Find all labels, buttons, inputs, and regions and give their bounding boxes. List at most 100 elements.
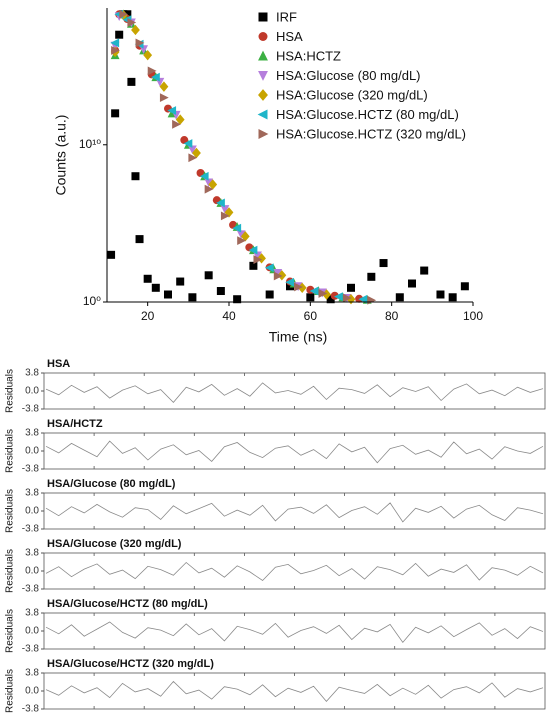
data-point: [131, 172, 140, 181]
data-point: [159, 93, 169, 103]
data-point: [119, 9, 129, 19]
legend-marker: [258, 89, 268, 101]
data-point: [180, 136, 189, 145]
y-tick-label: 0.0: [25, 506, 39, 517]
data-point: [220, 211, 230, 221]
data-point: [248, 245, 258, 255]
y-tick-label: 3.8: [25, 548, 39, 559]
data-point: [326, 295, 335, 304]
y-tick-label: -3.8: [22, 464, 40, 475]
y-tick-label: 3.8: [25, 368, 39, 379]
data-point: [172, 119, 181, 129]
panel-title: HSA/Glucose/HCTZ (80 mg/dL): [47, 598, 208, 610]
x-tick-label: 60: [304, 309, 318, 323]
data-point: [183, 139, 193, 148]
data-point: [273, 271, 283, 281]
data-point: [167, 106, 177, 115]
data-point: [318, 289, 328, 298]
data-point: [147, 66, 157, 76]
residual-line: [45, 502, 544, 523]
residual-line: [45, 382, 544, 403]
y-axis-label: Residuals: [5, 669, 16, 713]
data-point: [143, 49, 153, 61]
data-point: [253, 255, 263, 264]
data-point: [110, 38, 120, 48]
data-point: [334, 292, 343, 302]
data-point: [192, 147, 201, 159]
data-point: [131, 24, 140, 36]
data-point: [240, 231, 250, 242]
data-point: [309, 286, 319, 296]
data-point: [188, 293, 197, 302]
data-point: [135, 235, 144, 244]
data-point: [448, 293, 457, 302]
data-point: [204, 178, 214, 188]
x-axis-label: Time (ns): [269, 329, 328, 345]
y-tick-label: -3.8: [22, 704, 40, 715]
legend-label: HSA:Glucose.HCTZ (320 mg/dL): [276, 126, 466, 141]
y-tick-label: 3.8: [25, 428, 39, 439]
panel-title: HSA/HCTZ: [47, 418, 103, 430]
data-point: [342, 293, 352, 303]
residual-line: [45, 621, 544, 644]
data-point: [285, 277, 294, 287]
y-tick-label: 10¹⁰: [79, 137, 101, 151]
data-point: [306, 293, 315, 302]
data-point: [111, 46, 120, 55]
data-point: [175, 114, 185, 125]
y-tick-label: 0.0: [25, 686, 39, 697]
data-point: [143, 274, 152, 283]
data-point: [232, 223, 242, 233]
y-axis-label: Counts (a.u.): [53, 115, 69, 196]
legend-marker: [258, 32, 268, 41]
data-point: [322, 289, 331, 300]
data-point: [358, 294, 368, 304]
y-tick-label: -3.8: [22, 584, 40, 595]
data-point: [199, 171, 209, 181]
x-tick-label: 20: [141, 309, 155, 323]
data-point: [164, 290, 172, 299]
data-point: [188, 153, 198, 163]
data-point: [257, 253, 266, 264]
y-tick-label: 3.8: [25, 608, 39, 619]
data-point: [236, 230, 246, 240]
data-point: [208, 179, 218, 190]
legend-label: HSA:Glucose (320 mg/dL): [276, 87, 428, 102]
legend-label: HSA:Glucose.HCTZ (80 mg/dL): [276, 107, 459, 122]
residual-line: [45, 680, 544, 703]
residual-line: [45, 440, 544, 464]
panel-title: HSA: [47, 358, 70, 370]
legend-marker: [257, 109, 268, 120]
y-tick-label: 0.0: [25, 386, 39, 397]
data-point: [277, 270, 287, 281]
y-axis-label: Residuals: [5, 609, 16, 653]
data-point: [237, 236, 246, 246]
y-axis-label: Residuals: [5, 369, 16, 413]
data-point: [408, 279, 416, 288]
legend-label: HSA:HCTZ: [276, 48, 341, 63]
data-point: [355, 294, 364, 303]
x-tick-label: 100: [463, 309, 483, 323]
data-point: [460, 282, 469, 291]
legend-label: HSA: [276, 29, 303, 44]
y-tick-label: 3.8: [25, 488, 39, 499]
data-point: [220, 205, 230, 214]
y-axis-label: Residuals: [5, 429, 16, 473]
data-point: [249, 261, 258, 270]
data-point: [420, 266, 429, 275]
legend-marker: [258, 71, 268, 81]
legend-label: IRF: [276, 9, 297, 24]
data-point: [204, 184, 214, 194]
y-tick-label: -3.8: [22, 524, 40, 535]
y-tick-label: 0.0: [25, 626, 39, 637]
legend-marker: [258, 12, 268, 22]
data-point: [367, 272, 376, 281]
data-point: [127, 18, 137, 27]
data-point: [294, 282, 303, 292]
y-tick-label: 3.8: [25, 668, 39, 679]
data-point: [115, 30, 124, 39]
y-tick-label: -3.8: [22, 644, 40, 655]
data-point: [216, 198, 225, 208]
data-point: [297, 282, 307, 294]
